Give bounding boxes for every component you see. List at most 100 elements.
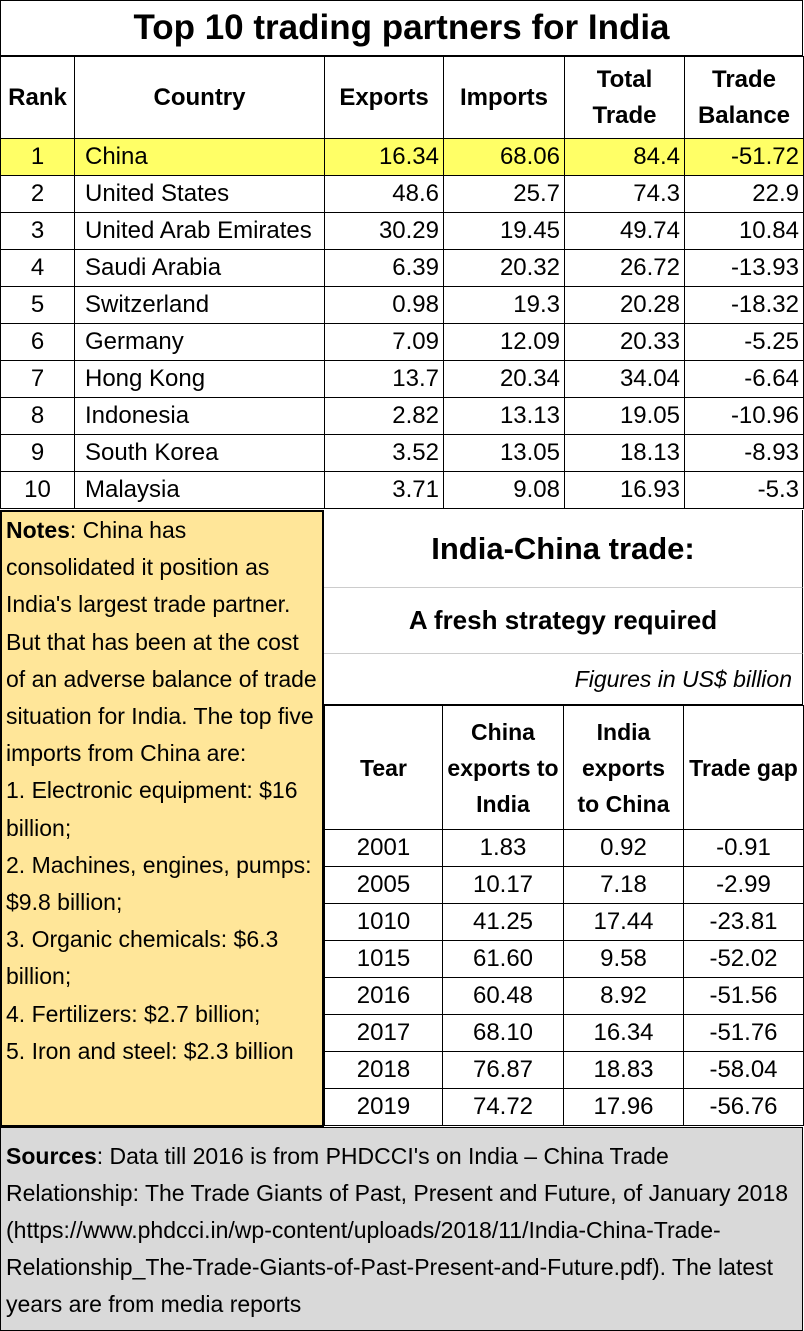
country-cell: South Korea	[74, 434, 325, 472]
notes-item: 3. Organic chemicals: $6.3 billion;	[6, 926, 279, 990]
header-country: Country	[74, 56, 325, 139]
table-row: 2018 76.87 18.83 -58.04	[324, 1051, 804, 1089]
trade-gap-cell: -51.56	[683, 977, 804, 1015]
imports-cell: 13.05	[443, 434, 565, 472]
india-exports-cell: 17.96	[563, 1088, 684, 1126]
country-cell: Indonesia	[74, 397, 325, 435]
year-cell: 2001	[324, 829, 443, 867]
sources-label: Sources	[6, 1143, 97, 1169]
imports-cell: 19.3	[443, 286, 565, 324]
country-cell: Germany	[74, 323, 325, 361]
total-trade-cell: 20.28	[564, 286, 685, 324]
table-row: 6 Germany 7.09 12.09 20.33 -5.25	[0, 323, 804, 361]
exports-cell: 7.09	[324, 323, 444, 361]
table-row: 7 Hong Kong 13.7 20.34 34.04 -6.64	[0, 360, 804, 398]
table-row: 2016 60.48 8.92 -51.56	[324, 977, 804, 1015]
india-exports-cell: 0.92	[563, 829, 684, 867]
header-year: Tear	[324, 705, 443, 830]
exports-cell: 6.39	[324, 249, 444, 287]
rank-cell: 5	[0, 286, 75, 324]
trade-balance-cell: -5.3	[684, 471, 804, 509]
rank-cell: 9	[0, 434, 75, 472]
india-china-subtitle: A fresh strategy required	[324, 588, 803, 654]
year-cell: 2018	[324, 1051, 443, 1089]
header-china-exports: China exports to India	[442, 705, 564, 830]
notes-item: 5. Iron and steel: $2.3 billion	[6, 1037, 294, 1064]
imports-cell: 12.09	[443, 323, 565, 361]
rank-cell: 2	[0, 175, 75, 213]
imports-cell: 25.7	[443, 175, 565, 213]
table-row: 10 Malaysia 3.71 9.08 16.93 -5.3	[0, 471, 804, 509]
india-china-table: Tear China exports to India India export…	[324, 705, 804, 1126]
trade-balance-cell: -6.64	[684, 360, 804, 398]
exports-cell: 0.98	[324, 286, 444, 324]
notes-item: 2. Machines, engines, pumps: $9.8 billio…	[6, 851, 312, 916]
table-row: 5 Switzerland 0.98 19.3 20.28 -18.32	[0, 286, 804, 324]
total-trade-cell: 18.13	[564, 434, 685, 472]
table-row: 3 United Arab Emirates 30.29 19.45 49.74 10.8…	[0, 212, 804, 250]
page-title: Top 10 trading partners for India	[0, 0, 803, 56]
country-cell: China	[74, 138, 325, 176]
trade-gap-cell: -51.76	[683, 1014, 804, 1052]
india-exports-cell: 8.92	[563, 977, 684, 1015]
china-exports-cell: 41.25	[442, 903, 564, 941]
china-exports-cell: 60.48	[442, 977, 564, 1015]
total-trade-cell: 84.4	[564, 138, 685, 176]
trade-balance-cell: -10.96	[684, 397, 804, 435]
trade-balance-cell: -5.25	[684, 323, 804, 361]
top-partners-table: Rank Country Exports Imports Total Trade…	[0, 56, 804, 509]
total-trade-cell: 16.93	[564, 471, 685, 509]
trade-gap-cell: -56.76	[683, 1088, 804, 1126]
year-cell: 1010	[324, 903, 443, 941]
country-cell: United States	[74, 175, 325, 213]
country-cell: Malaysia	[74, 471, 325, 509]
exports-cell: 2.82	[324, 397, 444, 435]
imports-cell: 20.32	[443, 249, 565, 287]
imports-cell: 19.45	[443, 212, 565, 250]
rank-cell: 8	[0, 397, 75, 435]
country-cell: United Arab Emirates	[74, 212, 325, 250]
trade-balance-cell: -8.93	[684, 434, 804, 472]
china-exports-cell: 1.83	[442, 829, 564, 867]
trade-gap-cell: -23.81	[683, 903, 804, 941]
table-row: 2017 68.10 16.34 -51.76	[324, 1014, 804, 1052]
header-trade-balance: Trade Balance	[684, 56, 804, 139]
year-cell: 2005	[324, 866, 443, 904]
year-cell: 2016	[324, 977, 443, 1015]
trade-balance-cell: 22.9	[684, 175, 804, 213]
header-rank: Rank	[0, 56, 75, 139]
imports-cell: 68.06	[443, 138, 565, 176]
header-india-exports: India exports to China	[563, 705, 684, 830]
table-row: 4 Saudi Arabia 6.39 20.32 26.72 -13.93	[0, 249, 804, 287]
imports-cell: 20.34	[443, 360, 565, 398]
table-row: 1015 61.60 9.58 -52.02	[324, 940, 804, 978]
trade-balance-cell: -18.32	[684, 286, 804, 324]
header-imports: Imports	[443, 56, 565, 139]
india-exports-cell: 7.18	[563, 866, 684, 904]
china-exports-cell: 61.60	[442, 940, 564, 978]
year-cell: 1015	[324, 940, 443, 978]
exports-cell: 3.52	[324, 434, 444, 472]
trade-balance-cell: -13.93	[684, 249, 804, 287]
exports-cell: 16.34	[324, 138, 444, 176]
notes-item: 4. Fertilizers: $2.7 billion;	[6, 1000, 261, 1027]
table-row: 2005 10.17 7.18 -2.99	[324, 866, 804, 904]
exports-cell: 3.71	[324, 471, 444, 509]
india-exports-cell: 17.44	[563, 903, 684, 941]
sources-box: Sources: Data till 2016 is from PHDCCI's…	[0, 1127, 803, 1331]
year-cell: 2017	[324, 1014, 443, 1052]
top-partners-body: 1 China 16.34 68.06 84.4 -51.72 2 United States…	[0, 138, 804, 509]
country-cell: Saudi Arabia	[74, 249, 325, 287]
india-china-header-row: Tear China exports to India India export…	[324, 705, 804, 830]
rank-cell: 4	[0, 249, 75, 287]
header-total-trade: Total Trade	[564, 56, 685, 139]
trade-balance-cell: -51.72	[684, 138, 804, 176]
rank-cell: 6	[0, 323, 75, 361]
table-row: 2 United States 48.6 25.7 74.3 22.9	[0, 175, 804, 213]
rank-cell: 3	[0, 212, 75, 250]
notes-item: 1. Electronic equipment: $16 billion;	[6, 777, 298, 841]
exports-cell: 48.6	[324, 175, 444, 213]
table-row: 2001 1.83 0.92 -0.91	[324, 829, 804, 867]
rank-cell: 7	[0, 360, 75, 398]
country-cell: Switzerland	[74, 286, 325, 324]
